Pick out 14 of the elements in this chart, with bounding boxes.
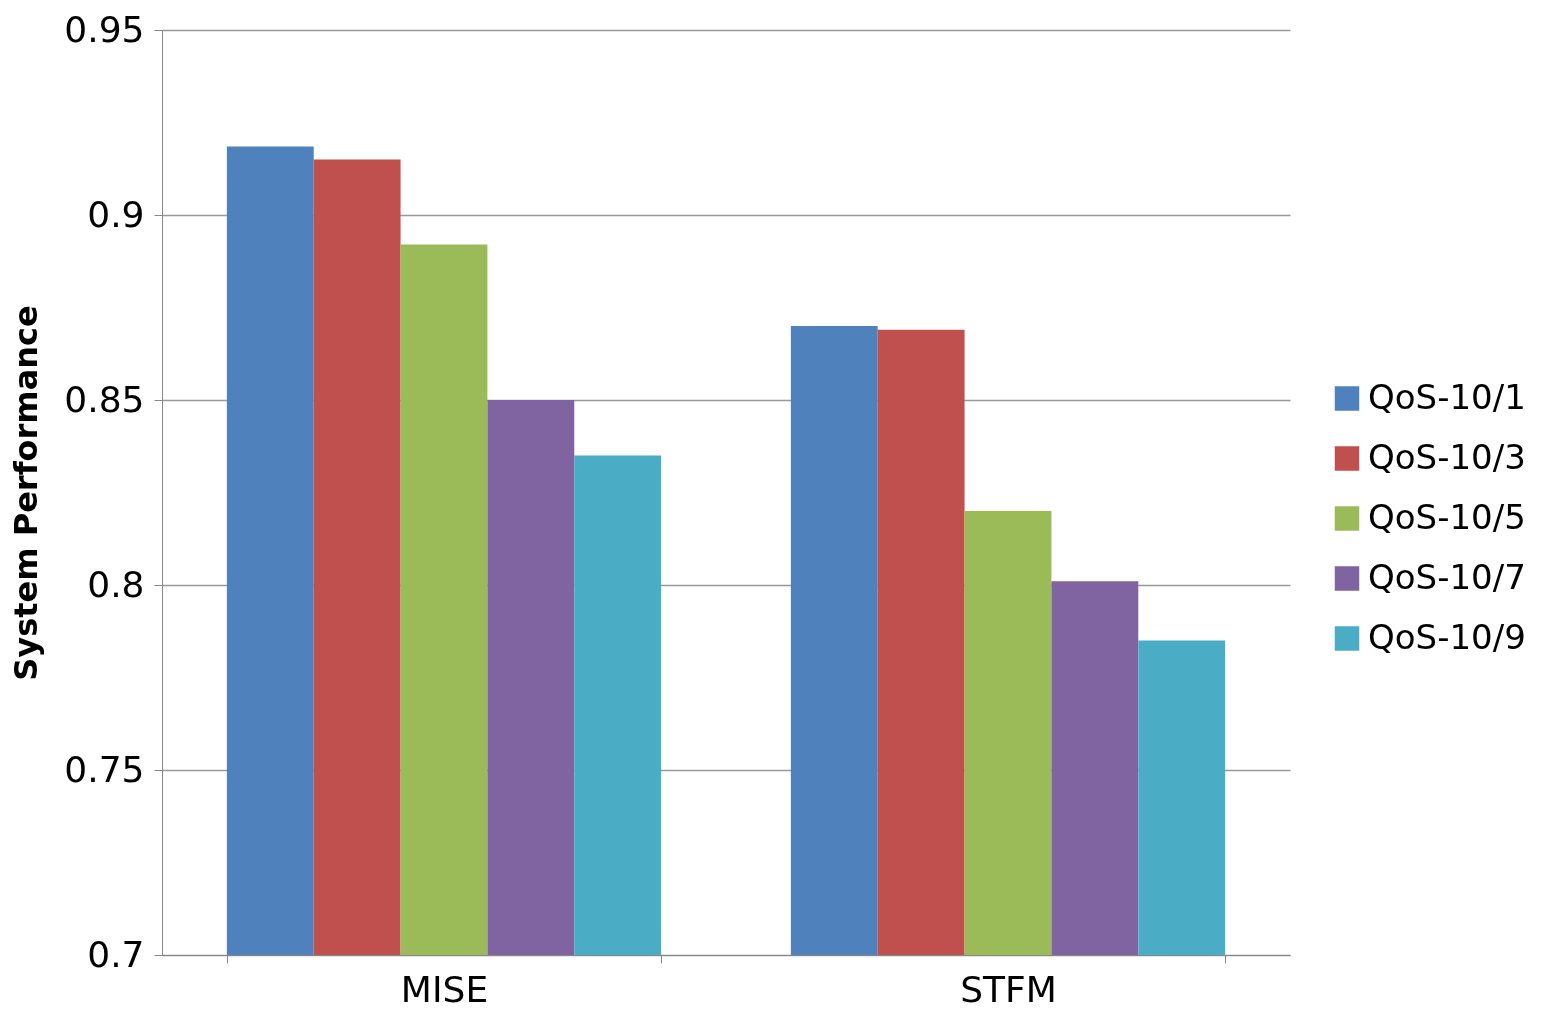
legend-label: QoS-10/5 [1368, 496, 1526, 537]
y-tick-label: 0.7 [87, 933, 145, 975]
x-tick-label: MISE [400, 968, 489, 1010]
legend-label: QoS-10/3 [1368, 436, 1526, 477]
x-tick-label: STFM [960, 968, 1057, 1010]
y-tick-label: 0.9 [87, 193, 145, 235]
y-tick-label: 0.8 [87, 563, 145, 605]
legend-label: QoS-10/7 [1368, 556, 1526, 597]
y-tick-label: 0.95 [64, 8, 145, 50]
y-tick-label: 0.85 [64, 378, 145, 420]
legend-label: QoS-10/9 [1368, 616, 1526, 657]
y-tick-label: 0.75 [64, 748, 145, 790]
legend-label: QoS-10/1 [1368, 376, 1526, 417]
y-axis-title: System Performance [7, 305, 46, 681]
